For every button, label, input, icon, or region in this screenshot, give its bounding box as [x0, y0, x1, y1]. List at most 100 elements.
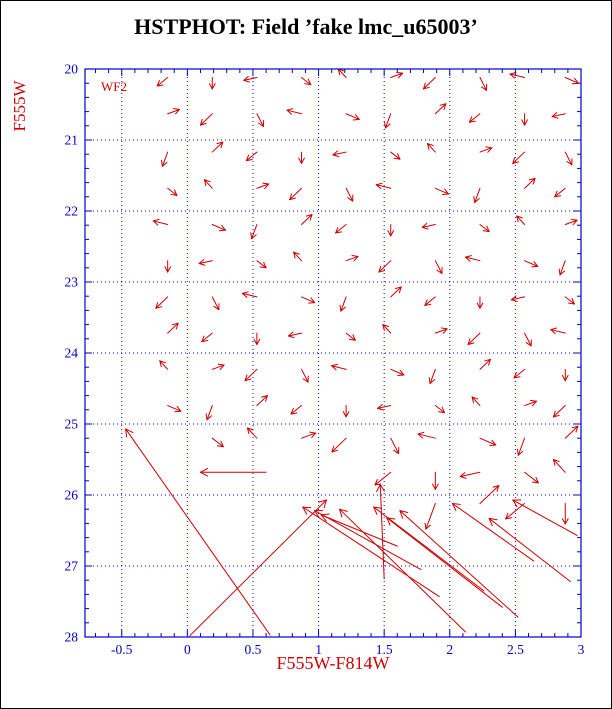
vector-arrow	[479, 437, 497, 446]
vector-arrow	[479, 77, 488, 91]
large-arrow-head	[125, 428, 134, 434]
vector-arrow	[564, 77, 579, 84]
large-arrow	[125, 428, 271, 636]
vector-arrow-head	[531, 400, 537, 407]
vector-arrow	[517, 437, 526, 456]
y-tick-label: 22	[65, 204, 79, 219]
large-arrow-head	[512, 499, 518, 508]
vector-arrow	[289, 187, 303, 201]
vector-arrow-head	[173, 108, 180, 110]
vector-arrow-head	[256, 338, 261, 345]
vector-arrow-head	[348, 338, 356, 341]
vector-arrow-head	[431, 483, 436, 490]
vector-arrow-head	[393, 157, 401, 160]
large-arrow-head	[302, 506, 312, 509]
vector-arrow-head	[353, 255, 359, 262]
vector-arrow-head	[484, 358, 491, 362]
vector-arrow-head	[467, 338, 471, 345]
vector-arrow-head	[246, 427, 254, 431]
vector-arrow-head	[473, 196, 476, 203]
vector-arrow	[390, 286, 402, 298]
vector-arrow-head	[293, 251, 296, 259]
vector-arrow-head	[428, 377, 431, 385]
vector-arrow	[244, 368, 258, 382]
vector-arrow-head	[287, 331, 294, 337]
vector-arrow-head	[521, 119, 526, 126]
vector-arrow-head	[397, 153, 401, 160]
vector-arrow	[256, 260, 267, 269]
vector-arrow-head	[535, 476, 539, 484]
vector-arrow-head	[208, 83, 213, 90]
vector-arrow-head	[571, 82, 579, 85]
vector-arrow-head	[561, 518, 566, 525]
vector-arrow	[337, 68, 347, 79]
vector-arrow-head	[286, 108, 294, 111]
vector-arrow-head	[423, 82, 426, 90]
vector-arrow-head	[532, 177, 536, 185]
vector-arrow-head	[396, 71, 404, 74]
vector-arrow	[479, 358, 491, 370]
large-arrow	[189, 499, 327, 637]
vector-arrow-head	[487, 147, 493, 153]
vector-arrow	[467, 332, 481, 345]
vector-arrow-head	[384, 121, 386, 129]
vector-arrow	[425, 503, 436, 530]
vector-arrow-head	[382, 324, 385, 331]
vector-arrow-head	[176, 405, 182, 412]
vector-arrow-head	[331, 449, 339, 453]
vector-arrow	[256, 113, 264, 128]
vector-arrow	[167, 405, 182, 412]
vector-arrow-head	[198, 263, 206, 266]
vector-arrow-head	[305, 214, 313, 217]
vector-arrow-head	[516, 215, 519, 223]
vector-arrow	[331, 437, 347, 453]
vector-arrow-head	[332, 150, 339, 156]
vector-arrow	[524, 332, 532, 347]
vector-arrow-head	[175, 322, 179, 330]
vector-arrow	[245, 151, 258, 162]
vector-arrow	[550, 329, 566, 334]
vector-arrow	[564, 425, 579, 439]
large-arrow-head	[379, 483, 385, 492]
vector-arrow	[390, 437, 400, 455]
vector-arrow-head	[398, 72, 404, 79]
vector-arrow	[390, 151, 401, 160]
vector-arrow	[551, 113, 566, 118]
vector-arrow	[251, 223, 258, 240]
vector-arrow	[167, 108, 180, 115]
vector-arrow	[564, 151, 573, 166]
large-arrow-head	[320, 513, 330, 516]
vector-arrow-head	[331, 445, 335, 453]
x-tick-label: 2.5	[507, 642, 524, 657]
vector-arrow-head	[564, 374, 569, 382]
vector-arrow-head	[468, 116, 473, 123]
vector-arrow	[474, 187, 481, 203]
large-arrow	[339, 508, 467, 633]
vector-arrow-head	[459, 472, 466, 478]
vector-arrow-head	[517, 450, 524, 456]
vector-arrow-head	[309, 214, 313, 221]
vector-arrow	[211, 223, 226, 231]
vector-arrow-head	[572, 219, 578, 226]
vector-arrow-head	[554, 195, 562, 198]
vector-arrow-head	[486, 225, 490, 233]
vector-arrow-head	[568, 302, 575, 305]
vector-arrow	[301, 432, 317, 439]
vector-arrow-head	[203, 179, 211, 183]
vector-arrow	[564, 219, 578, 225]
vector-arrow	[161, 151, 169, 167]
vector-arrow-head	[529, 399, 537, 402]
vector-arrow	[459, 471, 481, 478]
large-arrow-head	[320, 514, 327, 522]
vector-arrow	[206, 405, 213, 421]
vector-arrow-head	[264, 183, 270, 190]
x-tick-label: 2	[446, 642, 453, 657]
vector-arrow-head	[399, 369, 405, 376]
vector-arrow-head	[289, 197, 296, 201]
vector-arrow	[256, 183, 270, 189]
vector-arrow-head	[331, 363, 338, 367]
vector-arrow-head	[287, 335, 295, 339]
vector-arrow	[199, 113, 213, 126]
vector-arrow	[345, 332, 356, 341]
